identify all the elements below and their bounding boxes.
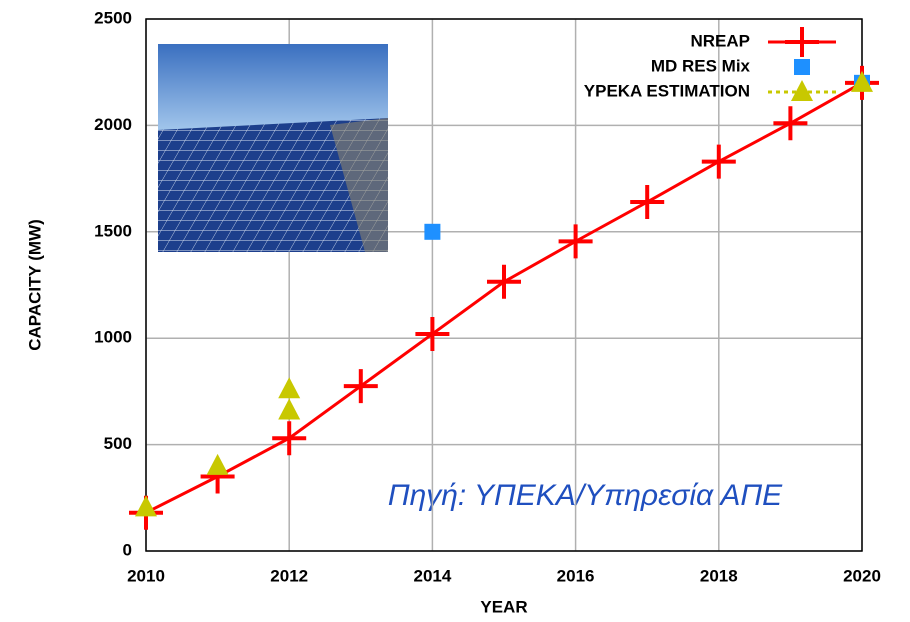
- marker: [278, 399, 300, 420]
- marker: [773, 106, 807, 140]
- marker: [207, 454, 229, 475]
- x-tick-label: 2010: [127, 566, 165, 585]
- marker-shape: [344, 369, 378, 403]
- y-tick-label: 500: [104, 434, 132, 453]
- marker: [272, 421, 306, 455]
- photo: [158, 44, 388, 252]
- x-tick-label: 2020: [843, 566, 881, 585]
- marker-shape: [702, 145, 736, 179]
- chart: Πηγή: ΥΠΕΚΑ/Υπηρεσία ΑΠΕ YEAR CAPACITY (…: [0, 0, 910, 622]
- marker-shape: [272, 421, 306, 455]
- legend-marker: [785, 27, 819, 57]
- marker: [344, 369, 378, 403]
- x-tick-label: 2018: [700, 566, 738, 585]
- marker-shape: [487, 265, 521, 299]
- y-tick-label: 2500: [94, 8, 132, 27]
- marker-shape: [559, 224, 593, 258]
- x-tick-label: 2014: [413, 566, 451, 585]
- legend-label: NREAP: [690, 31, 750, 50]
- marker-shape: [773, 106, 807, 140]
- x-tick-label: 2016: [557, 566, 595, 585]
- marker: [424, 224, 440, 240]
- y-tick-label: 1500: [94, 221, 132, 240]
- x-tick-label: 2012: [270, 566, 308, 585]
- legend-marker: [794, 59, 810, 75]
- marker-shape: [415, 317, 449, 351]
- legend-label: YPEKA ESTIMATION: [584, 81, 750, 100]
- annotation: Πηγή: ΥΠΕΚΑ/Υπηρεσία ΑΠΕ: [388, 479, 783, 512]
- marker: [487, 265, 521, 299]
- y-tick-label: 2000: [94, 115, 132, 134]
- marker: [559, 224, 593, 258]
- marker: [702, 145, 736, 179]
- marker: [278, 377, 300, 398]
- x-axis-label: YEAR: [480, 597, 527, 616]
- y-axis-label: CAPACITY (MW): [25, 219, 44, 351]
- y-tick-label: 1000: [94, 328, 132, 347]
- marker: [630, 185, 664, 219]
- y-tick-label: 0: [123, 540, 132, 559]
- legend-label: MD RES Mix: [651, 56, 751, 75]
- marker-shape: [630, 185, 664, 219]
- marker: [415, 317, 449, 351]
- marker: [135, 495, 157, 516]
